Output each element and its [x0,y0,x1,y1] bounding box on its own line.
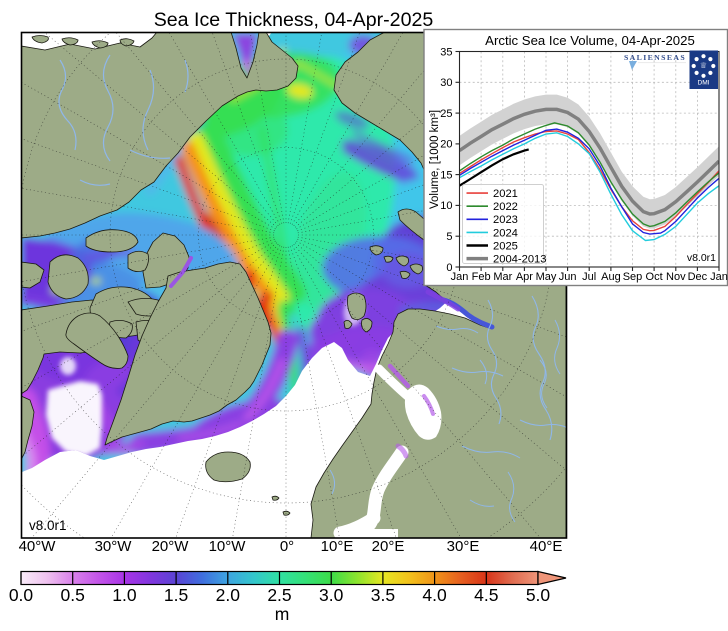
svg-text:3.0: 3.0 [319,585,344,605]
svg-text:3.5: 3.5 [371,585,395,605]
svg-text:Jun: Jun [559,271,577,283]
svg-text:0.5: 0.5 [61,585,85,605]
svg-text:0: 0 [446,262,452,274]
svg-text:20°E: 20°E [372,538,405,555]
svg-text:35: 35 [440,46,452,58]
svg-text:Aug: Aug [601,271,621,283]
svg-text:Apr: Apr [516,271,533,283]
svg-text:0°: 0° [280,538,294,555]
svg-text:5: 5 [446,231,452,243]
svg-text:Dec: Dec [688,271,708,283]
svg-text:Feb: Feb [472,271,491,283]
svg-text:2021: 2021 [493,188,518,200]
svg-text:20: 20 [440,139,452,151]
svg-text:10°E: 10°E [321,538,354,555]
svg-text:1.5: 1.5 [164,585,188,605]
svg-text:2025: 2025 [493,240,518,252]
svg-text:30°W: 30°W [95,538,133,555]
svg-text:20°W: 20°W [152,538,190,555]
svg-text:Sea Ice Thickness, 04-Apr-2025: Sea Ice Thickness, 04-Apr-2025 [154,9,434,31]
svg-text:2024: 2024 [493,227,518,239]
svg-text:♕: ♕ [700,61,707,70]
svg-text:Jan: Jan [451,271,469,283]
svg-text:DMI: DMI [697,80,709,87]
svg-text:4.5: 4.5 [474,585,498,605]
svg-text:m: m [275,604,290,624]
svg-text:40°E: 40°E [530,538,563,555]
svg-text:25: 25 [440,108,452,120]
svg-text:v8.0r1: v8.0r1 [29,518,67,533]
svg-text:2.0: 2.0 [216,585,241,605]
svg-text:4.0: 4.0 [422,585,447,605]
svg-text:30: 30 [440,77,452,89]
svg-text:40°W: 40°W [19,538,57,555]
svg-text:Volume, [1000 km³]: Volume, [1000 km³] [429,110,441,209]
svg-text:2022: 2022 [493,201,518,213]
svg-text:2.5: 2.5 [267,585,291,605]
svg-text:10°W: 10°W [209,538,247,555]
svg-text:v8.0r1: v8.0r1 [687,252,716,264]
svg-text:SALIENSEAS: SALIENSEAS [624,53,686,62]
svg-text:Jul: Jul [582,271,596,283]
svg-text:Arctic Sea Ice Volume, 04-Apr-: Arctic Sea Ice Volume, 04-Apr-2025 [485,33,695,48]
svg-text:2023: 2023 [493,214,518,226]
svg-text:30°E: 30°E [447,538,480,555]
svg-text:10: 10 [440,200,452,212]
svg-text:Nov: Nov [666,271,686,283]
svg-text:5.0: 5.0 [526,585,551,605]
svg-text:1.0: 1.0 [112,585,137,605]
svg-text:2004-2013: 2004-2013 [493,254,547,266]
svg-text:Mar: Mar [493,271,512,283]
svg-text:15: 15 [440,169,452,181]
svg-text:May: May [536,271,557,283]
svg-text:Jan: Jan [710,271,728,283]
svg-text:0.0: 0.0 [9,585,34,605]
svg-text:Oct: Oct [646,271,663,283]
svg-text:Sep: Sep [623,271,643,283]
